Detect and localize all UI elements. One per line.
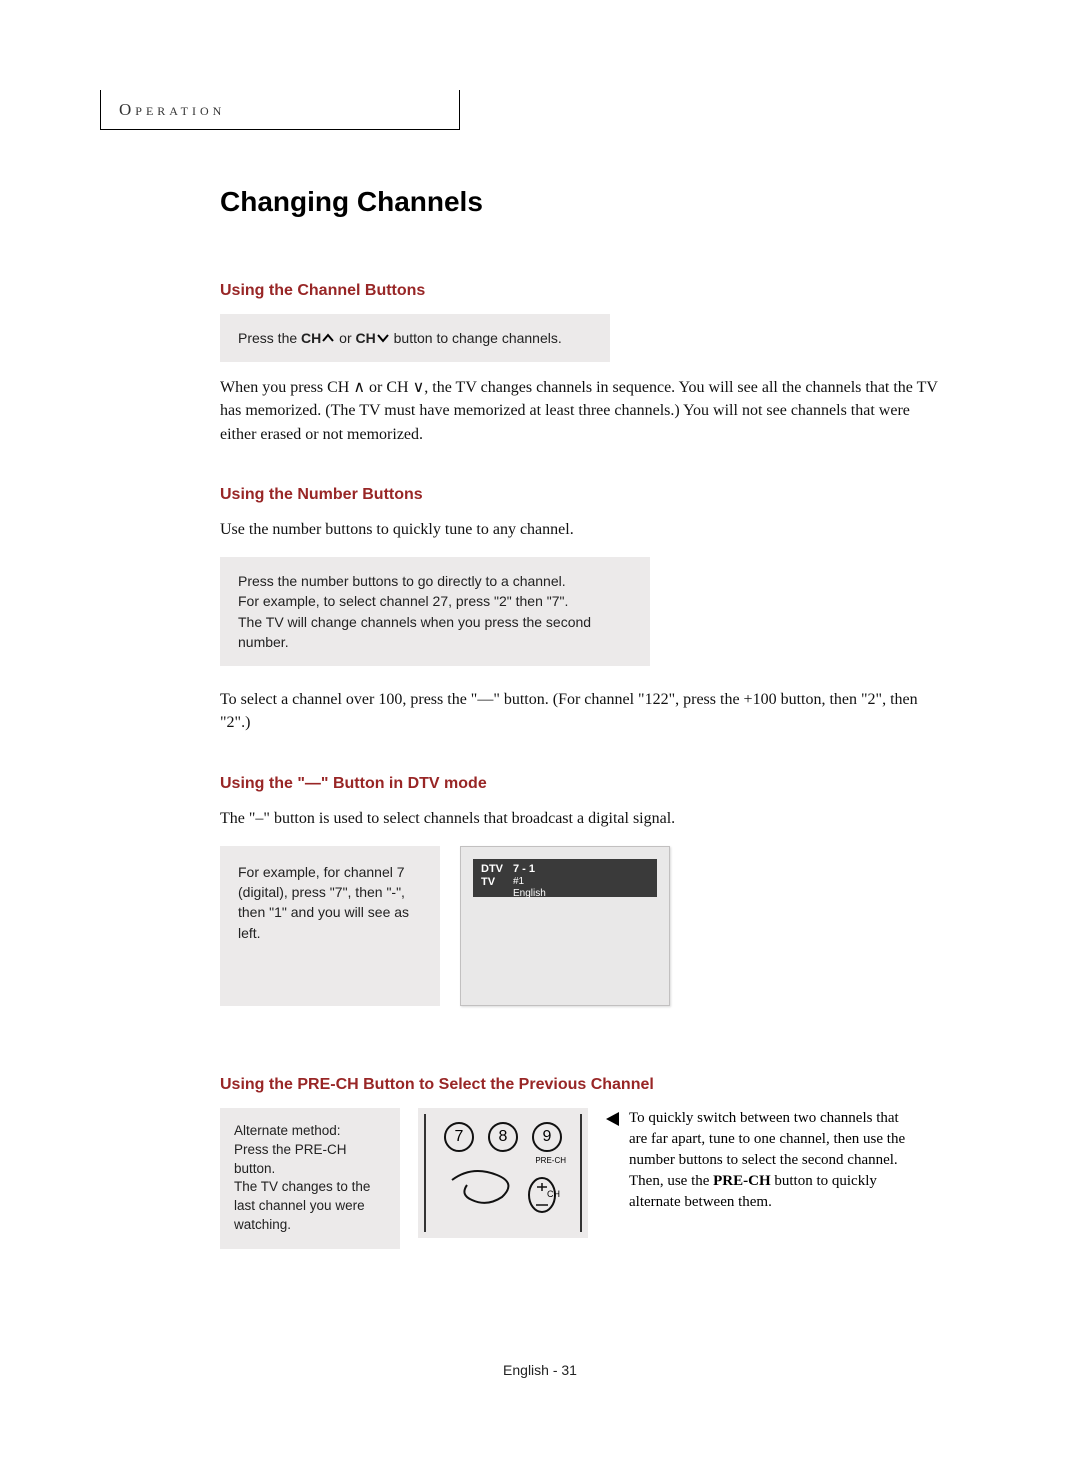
label-sub2: English	[513, 888, 546, 899]
text: PRE-CH	[295, 1142, 347, 1157]
label-sub1: #1	[513, 876, 524, 887]
section-prech: Using the PRE-CH Button to Select the Pr…	[220, 1076, 940, 1249]
instruction-box-dtv: For example, for channel 7 (digital), pr…	[220, 846, 440, 1006]
label-channel: 7 - 1	[513, 863, 546, 876]
section-channel-buttons: Using the Channel Buttons Press the CH o…	[220, 282, 940, 446]
label-tv: TV	[481, 876, 503, 889]
body-number-buttons: To select a channel over 100, press the …	[220, 688, 940, 734]
text: The TV will change channels when you pre…	[238, 612, 632, 653]
heading-number-buttons: Using the Number Buttons	[220, 486, 940, 504]
section-header-label: Operation	[119, 100, 225, 120]
tv-banner: DTV TV 7 - 1 #1 English	[473, 859, 657, 897]
instruction-box-ch: Press the CH or CH button to change chan…	[220, 314, 610, 362]
section-dtv-dash: Using the "—" Button in DTV mode The "–"…	[220, 775, 940, 1006]
heading-channel-buttons: Using the Channel Buttons	[220, 282, 940, 300]
text: For example, to select channel 27, press…	[238, 591, 632, 611]
triangle-left-icon	[606, 1112, 619, 1126]
remote-button-7: 7	[444, 1122, 474, 1152]
intro-number-buttons: Use the number buttons to quickly tune t…	[220, 518, 940, 541]
tv-screen-mock: DTV TV 7 - 1 #1 English	[460, 846, 670, 1006]
alternate-method-label: Alternate method:	[234, 1123, 341, 1138]
text: Press the	[234, 1142, 295, 1157]
instruction-box-number: Press the number buttons to go directly …	[220, 557, 650, 666]
body-channel-buttons: When you press CH ∧ or CH ∨, the TV chan…	[220, 376, 940, 446]
remote-label-ch: CH	[547, 1189, 560, 1199]
section-header-box: Operation	[100, 90, 460, 130]
text: CH	[356, 330, 376, 346]
content: Changing Channels Using the Channel Butt…	[220, 186, 940, 1249]
text: button.	[234, 1161, 275, 1176]
text: button to change channels.	[390, 330, 562, 346]
remote-illustration: 7 8 9 PRE-CH CH	[418, 1108, 588, 1238]
text: Press the number buttons to go directly …	[238, 571, 632, 591]
text: The TV changes to the last channel you w…	[234, 1178, 386, 1235]
remote-label-prech: PRE-CH	[434, 1156, 566, 1165]
text: or	[335, 330, 355, 346]
text: Press the	[238, 330, 301, 346]
section-number-buttons: Using the Number Buttons Use the number …	[220, 486, 940, 735]
tip-prech: To quickly switch between two channels t…	[606, 1108, 906, 1213]
instruction-box-prech: Alternate method: Press the PRE-CH butto…	[220, 1108, 400, 1249]
page-footer: English - 31	[0, 1362, 1080, 1378]
chevron-up-icon	[321, 332, 335, 344]
heading-prech: Using the PRE-CH Button to Select the Pr…	[220, 1076, 940, 1094]
page-title: Changing Channels	[220, 186, 940, 218]
intro-dtv-dash: The "–" button is used to select channel…	[220, 807, 940, 830]
remote-button-9: 9	[532, 1122, 562, 1152]
text: CH	[301, 330, 321, 346]
text: PRE-CH	[713, 1173, 771, 1189]
heading-dtv-dash: Using the "—" Button in DTV mode	[220, 775, 940, 793]
chevron-down-icon	[376, 332, 390, 344]
label-dtv: DTV	[481, 863, 503, 876]
remote-button-8: 8	[488, 1122, 518, 1152]
